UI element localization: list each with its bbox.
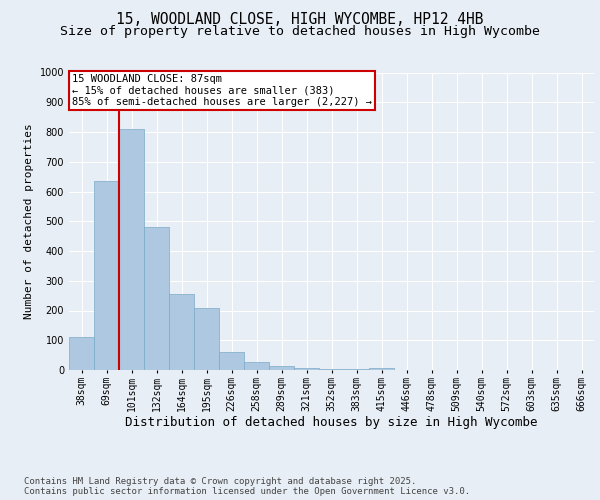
Bar [169,294,194,370]
Bar [294,368,319,370]
Text: 15 WOODLAND CLOSE: 87sqm
← 15% of detached houses are smaller (383)
85% of semi-: 15 WOODLAND CLOSE: 87sqm ← 15% of detach… [71,74,371,107]
Bar [69,338,94,370]
Text: Contains public sector information licensed under the Open Government Licence v3: Contains public sector information licen… [24,488,470,496]
Bar [219,352,244,370]
Text: Size of property relative to detached houses in High Wycombe: Size of property relative to detached ho… [60,25,540,38]
Bar [119,129,144,370]
Y-axis label: Number of detached properties: Number of detached properties [24,124,34,319]
Bar [244,362,269,370]
Bar [319,368,344,370]
Text: Contains HM Land Registry data © Crown copyright and database right 2025.: Contains HM Land Registry data © Crown c… [24,478,416,486]
Bar [269,366,294,370]
Bar [369,368,394,370]
Bar [144,227,169,370]
Bar [194,308,219,370]
Bar [94,181,119,370]
Bar [344,369,369,370]
X-axis label: Distribution of detached houses by size in High Wycombe: Distribution of detached houses by size … [125,416,538,430]
Text: 15, WOODLAND CLOSE, HIGH WYCOMBE, HP12 4HB: 15, WOODLAND CLOSE, HIGH WYCOMBE, HP12 4… [116,12,484,28]
